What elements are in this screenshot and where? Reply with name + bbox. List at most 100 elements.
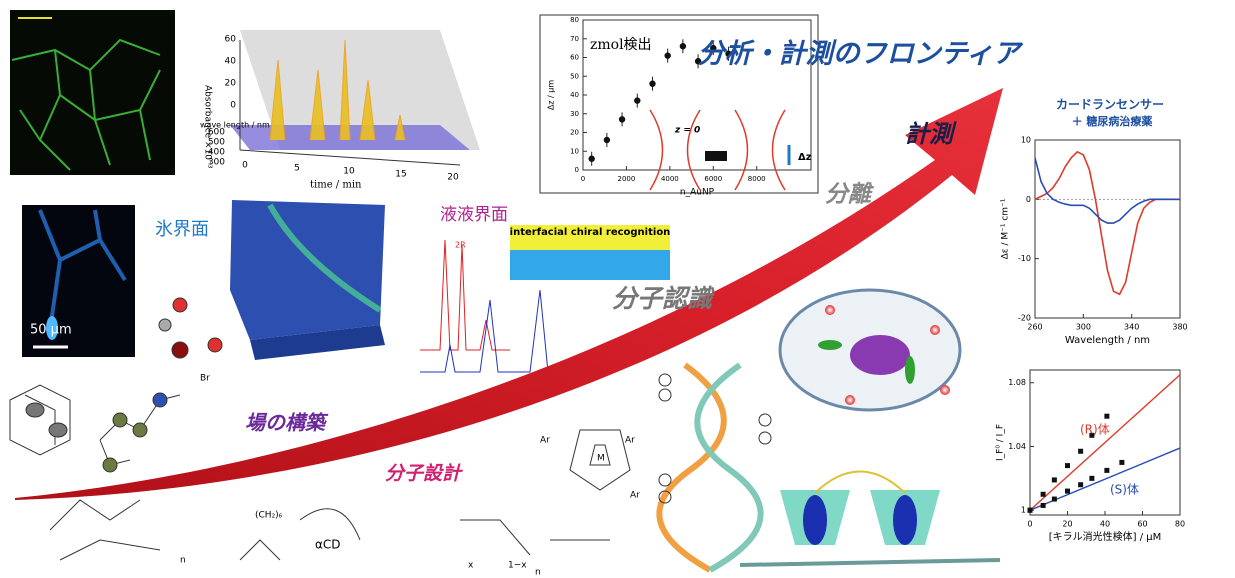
- series-label: (R)体: [1080, 423, 1110, 437]
- y-tick-label: 1.04: [1008, 442, 1026, 451]
- atom-label: Br: [200, 374, 210, 384]
- z-tick-label: 600: [208, 128, 225, 138]
- x-axis-label: n_AuNP: [680, 188, 715, 198]
- x-axis-label: Wavelength / nm: [1065, 335, 1150, 346]
- x-tick-label: 5: [294, 164, 300, 174]
- group-label: x: [468, 561, 474, 571]
- y-tick-label: 80: [570, 16, 579, 24]
- data-point: [1065, 489, 1070, 494]
- inset-label: interfacial chiral recognition: [510, 227, 671, 238]
- x-tick-label: 4000: [661, 175, 679, 183]
- y-tick-label: 40: [225, 57, 237, 67]
- group-label: n: [180, 556, 186, 566]
- annotation: zmol検出: [590, 37, 652, 53]
- series-label: (S)体: [1110, 483, 1139, 497]
- cd-title: カードランセンサー: [1056, 98, 1164, 112]
- molecule-drawings: [10, 290, 1000, 570]
- y-tick-label: 70: [570, 35, 579, 43]
- ice-label: 氷界面: [155, 219, 209, 240]
- data-point: [1028, 508, 1033, 513]
- x-tick-label: 0: [242, 161, 248, 171]
- y-tick-label: 60: [570, 54, 579, 62]
- plot-frame: [1035, 140, 1180, 318]
- z-tick-label: 300: [208, 158, 225, 168]
- y-tick-label: -20: [1018, 314, 1031, 323]
- arrow-label: 分子設計: [385, 463, 463, 485]
- z-tick-label: 400: [208, 148, 225, 158]
- data-line: [1030, 375, 1180, 510]
- group-label: αCD: [315, 538, 341, 552]
- y-tick-label: 60: [225, 35, 237, 45]
- group-label: (CH₂)₆: [255, 511, 283, 521]
- y-tick-label: -10: [1018, 254, 1031, 263]
- data-point: [1078, 449, 1083, 454]
- group-label: Ar: [630, 491, 640, 501]
- cd-subtitle: ＋ 糖尿病治療薬: [1072, 114, 1154, 128]
- y-tick-label: 10: [1021, 136, 1031, 145]
- x-tick-label: 60: [1137, 520, 1147, 529]
- y-tick-label: 10: [570, 147, 579, 155]
- z-tick-label: 500: [208, 138, 225, 148]
- y-axis-label: Δε / M⁻¹ cm⁻¹: [1001, 198, 1011, 259]
- x-tick-label: 40: [1100, 520, 1110, 529]
- arrow-label: 場の構築: [245, 411, 329, 435]
- x-tick-label: 20: [447, 173, 459, 183]
- data-point: [1052, 477, 1057, 482]
- group-label: Ar: [540, 436, 550, 446]
- y-tick-label: 0: [575, 166, 579, 174]
- y-axis-label: I_F⁰ / I_F: [996, 424, 1006, 461]
- green-micrograph: [10, 10, 175, 175]
- x-tick-label: 15: [395, 170, 406, 180]
- x-label: time / min: [310, 180, 362, 191]
- x-tick-label: 2000: [618, 175, 636, 183]
- y-tick-label: 1.08: [1008, 378, 1026, 387]
- x-tick-label: 6000: [704, 175, 722, 183]
- x-axis-label: [キラル消光性検体] / μM: [1049, 530, 1162, 543]
- data-point: [634, 97, 640, 103]
- arrow-label: 分離: [825, 182, 875, 208]
- absorbance-plot: Absorbance ×10⁻³ time / min wave length …: [200, 30, 480, 191]
- data-point: [1078, 482, 1083, 487]
- collage: 50 μm Absorbance ×10⁻³ time / min wave l…: [0, 0, 1235, 578]
- data-point: [1065, 463, 1070, 468]
- y-tick-label: 50: [570, 72, 579, 80]
- x-tick-label: 8000: [748, 175, 766, 183]
- data-point: [649, 81, 655, 87]
- arrow-label: 計測: [905, 120, 957, 148]
- scale-label: 50 μm: [30, 323, 72, 338]
- data-point: [664, 52, 670, 58]
- peak-label: 2R: [455, 241, 466, 250]
- ice-interface: 氷界面: [155, 200, 385, 360]
- group-label: n: [535, 568, 541, 578]
- data-point: [1041, 492, 1046, 497]
- y-tick-label: 20: [570, 129, 579, 137]
- group-label: 1−x: [508, 561, 527, 571]
- data-point: [1089, 476, 1094, 481]
- x-tick-label: 10: [343, 167, 355, 177]
- page-title: 分析・計測のフロンティア: [698, 39, 1024, 70]
- x-tick-label: 340: [1124, 323, 1139, 332]
- x-tick-label: 300: [1076, 323, 1091, 332]
- arrow-label: 分子認識: [612, 284, 715, 313]
- data-point: [1052, 497, 1057, 502]
- schematic-label: Δz: [798, 152, 812, 163]
- blue-micrograph: 50 μm: [22, 205, 135, 357]
- y-axis-label: Δz / μm: [547, 80, 556, 111]
- y-tick-label: 20: [225, 79, 237, 89]
- x-tick-label: 380: [1172, 323, 1187, 332]
- schematic: [705, 151, 727, 161]
- y-tick-label: 0: [1026, 195, 1031, 204]
- x-tick-label: 0: [1027, 520, 1032, 529]
- data-point: [1104, 468, 1109, 473]
- liquid-label: 液液界面: [440, 205, 508, 225]
- data-point: [680, 43, 686, 49]
- group-label: Ar: [625, 436, 635, 446]
- data-point: [604, 137, 610, 143]
- data-point: [619, 116, 625, 122]
- x-tick-label: 0: [581, 175, 585, 183]
- y-tick-label: 0: [230, 101, 236, 111]
- x-tick-label: 80: [1175, 520, 1185, 529]
- schematic-label: z = 0: [674, 126, 700, 136]
